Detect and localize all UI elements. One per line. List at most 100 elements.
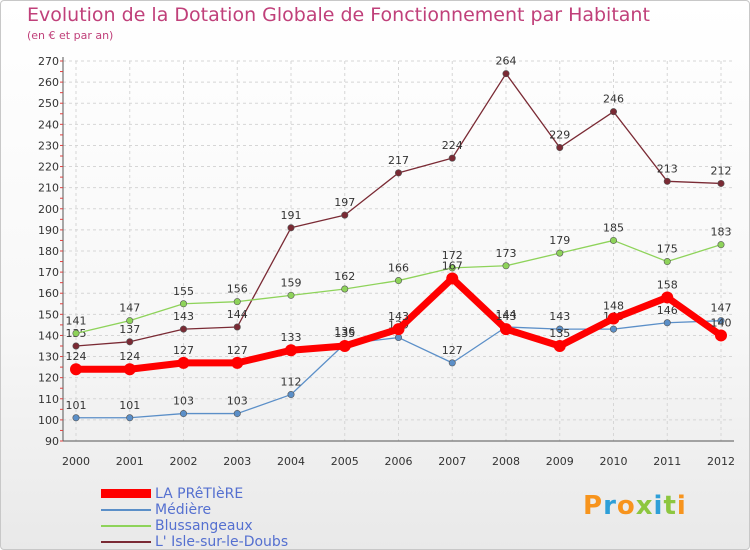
- y-tick-label: 230: [38, 139, 59, 152]
- data-label: 185: [603, 221, 624, 234]
- data-label: 217: [388, 154, 409, 167]
- y-tick-label: 180: [38, 245, 59, 258]
- data-label: 140: [711, 316, 732, 329]
- legend-label: L' Isle-sur-le-Doubs: [155, 534, 289, 550]
- data-point: [394, 169, 402, 177]
- data-point: [287, 291, 295, 299]
- chart-title: Evolution de la Dotation Globale de Fonc…: [27, 4, 650, 26]
- data-label: 136: [334, 325, 355, 338]
- data-label: 148: [603, 300, 624, 313]
- x-tick-label: 2006: [385, 455, 413, 468]
- legend-label: Blussangeaux: [155, 518, 253, 534]
- y-tick-label: 240: [38, 118, 59, 131]
- data-label: 135: [334, 327, 355, 340]
- x-tick-label: 2012: [707, 455, 735, 468]
- data-label: 183: [711, 226, 732, 239]
- data-point: [609, 236, 617, 244]
- y-tick-label: 120: [38, 372, 59, 385]
- data-label: 173: [496, 247, 517, 260]
- data-point: [553, 340, 566, 352]
- data-label: 143: [173, 310, 194, 323]
- logo-letter: o: [616, 491, 636, 521]
- data-point: [287, 224, 295, 232]
- data-point: [287, 391, 295, 399]
- series-line: [75, 73, 722, 347]
- data-point: [180, 410, 188, 418]
- data-point: [341, 211, 349, 219]
- data-label: 137: [119, 323, 140, 336]
- data-label: 264: [496, 55, 517, 68]
- y-tick-label: 170: [38, 266, 59, 279]
- y-tick-label: 160: [38, 287, 59, 300]
- data-point: [341, 285, 349, 293]
- x-tick-label: 2000: [62, 455, 90, 468]
- data-point: [502, 70, 510, 78]
- data-point: [392, 323, 405, 336]
- data-label: 158: [657, 278, 678, 291]
- data-point: [123, 363, 136, 376]
- data-label: 124: [119, 350, 140, 363]
- y-tick-label: 130: [38, 351, 59, 364]
- data-label: 127: [227, 344, 248, 357]
- y-tick-label: 270: [38, 55, 59, 68]
- data-label: 162: [334, 270, 355, 283]
- x-tick-label: 2004: [277, 455, 305, 468]
- data-point: [502, 262, 510, 270]
- logo-letter: x: [635, 491, 654, 521]
- data-point: [609, 108, 617, 116]
- x-tick-label: 2009: [546, 455, 574, 468]
- data-point: [72, 414, 80, 422]
- data-label: 143: [496, 310, 517, 323]
- y-tick-label: 100: [38, 414, 59, 427]
- chart-subtitle: (en € et par an): [27, 29, 114, 42]
- data-point: [72, 342, 80, 350]
- legend-label: Médière: [155, 502, 212, 518]
- logo-letter: i: [676, 491, 687, 521]
- data-label: 112: [281, 376, 302, 389]
- data-point: [607, 312, 620, 325]
- data-label: 147: [119, 302, 140, 315]
- logo-letter: P: [583, 491, 604, 521]
- data-label: 229: [549, 129, 570, 142]
- data-point: [448, 154, 456, 162]
- data-point: [338, 340, 351, 352]
- data-point: [180, 300, 188, 308]
- data-point: [233, 410, 241, 418]
- data-label: 147: [711, 302, 732, 315]
- data-point: [609, 325, 617, 333]
- data-label: 213: [657, 162, 678, 175]
- logo-letter: t: [663, 491, 677, 521]
- data-label: 179: [549, 234, 570, 247]
- data-point: [126, 317, 134, 325]
- data-point: [556, 144, 564, 152]
- data-label: 133: [281, 331, 302, 344]
- data-label: 191: [281, 209, 302, 222]
- data-label: 135: [549, 327, 570, 340]
- data-point: [663, 319, 671, 327]
- data-point: [446, 272, 459, 285]
- data-label: 212: [711, 164, 732, 177]
- y-tick-label: 250: [38, 97, 59, 110]
- legend-swatch: [101, 541, 151, 543]
- legend-swatch: [101, 489, 151, 498]
- data-label: 175: [657, 243, 678, 256]
- logo-letter: i: [653, 491, 664, 521]
- data-point: [70, 363, 82, 376]
- data-label: 197: [334, 196, 355, 209]
- data-point: [661, 291, 674, 304]
- y-tick-label: 260: [38, 76, 59, 89]
- y-tick-label: 150: [38, 308, 59, 321]
- data-point: [177, 356, 190, 369]
- proxiti-logo: Proxiti: [583, 491, 687, 521]
- data-label: 101: [119, 399, 140, 412]
- x-tick-label: 2001: [116, 455, 144, 468]
- y-tick-label: 90: [45, 435, 59, 448]
- data-label: 141: [66, 314, 87, 327]
- x-tick-label: 2010: [600, 455, 628, 468]
- data-point: [233, 298, 241, 306]
- data-label: 144: [496, 308, 517, 321]
- legend-label: LA PRêTIèRE: [155, 486, 244, 502]
- y-tick-label: 200: [38, 203, 59, 216]
- x-tick-label: 2011: [653, 455, 681, 468]
